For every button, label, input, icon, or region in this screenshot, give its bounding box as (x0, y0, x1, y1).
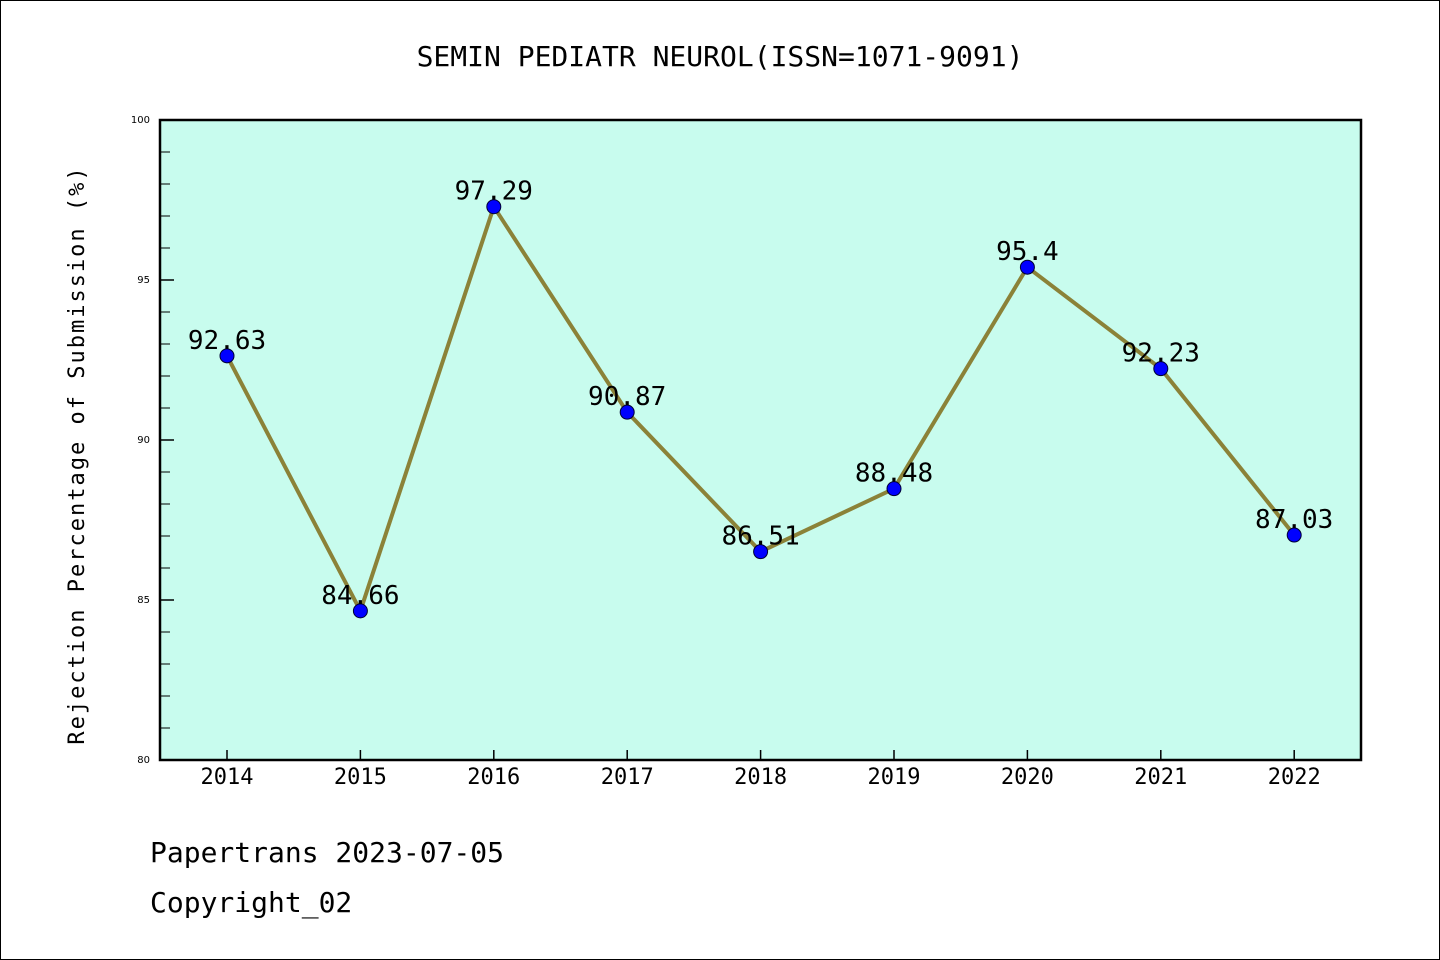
data-point (753, 544, 769, 560)
x-axis-ticks: 2014 2015 2016 2017 2018 2019 2020 2021 2022 (201, 750, 1321, 790)
y-tick-label: 100 (131, 115, 150, 126)
data-point (886, 481, 902, 497)
footer-date-line: Papertrans 2023-07-05 (150, 836, 505, 869)
data-label: 92.23 (1122, 339, 1200, 369)
data-label: 88.48 (855, 459, 933, 489)
y-tick-label: 95 (137, 275, 150, 286)
data-point (486, 199, 502, 215)
data-label: 84.66 (321, 581, 399, 611)
plot-area (160, 120, 1361, 760)
footer-copyright-line: Copyright_02 (150, 886, 353, 919)
data-point (1286, 527, 1302, 543)
data-point (219, 348, 235, 364)
y-axis-label: Rejection Percentage of Submission (%) (65, 165, 90, 744)
data-label: 86.51 (721, 522, 799, 552)
x-tick-label: 2019 (868, 765, 921, 790)
data-point (1153, 361, 1169, 377)
x-tick-label: 2017 (601, 765, 654, 790)
x-tick-label: 2022 (1268, 765, 1321, 790)
chart-title: SEMIN PEDIATR NEUROL(ISSN=1071-9091) (417, 40, 1024, 73)
x-tick-label: 2020 (1001, 765, 1054, 790)
plot-border (158, 118, 1363, 762)
y-tick-label: 85 (137, 595, 150, 606)
series-layer (219, 199, 1302, 619)
data-point (619, 404, 635, 420)
x-tick-label: 2014 (201, 765, 254, 790)
x-tick-label: 2015 (334, 765, 387, 790)
y-tick-label: 80 (137, 755, 150, 766)
y-tick-label: 90 (137, 435, 150, 446)
data-label: 87.03 (1255, 505, 1333, 535)
data-label: 97.29 (455, 177, 533, 207)
data-labels-layer: 92.63 84.66 97.29 90.87 86.51 88.48 95.4 92.23 8… (188, 177, 1333, 611)
data-label: 95.4 (996, 237, 1059, 267)
x-tick-label: 2018 (734, 765, 787, 790)
x-tick-label: 2016 (467, 765, 520, 790)
x-tick-label: 2021 (1134, 765, 1187, 790)
data-label: 92.63 (188, 326, 266, 356)
data-point (1019, 259, 1035, 275)
data-label: 90.87 (588, 382, 666, 412)
data-point (352, 603, 368, 619)
